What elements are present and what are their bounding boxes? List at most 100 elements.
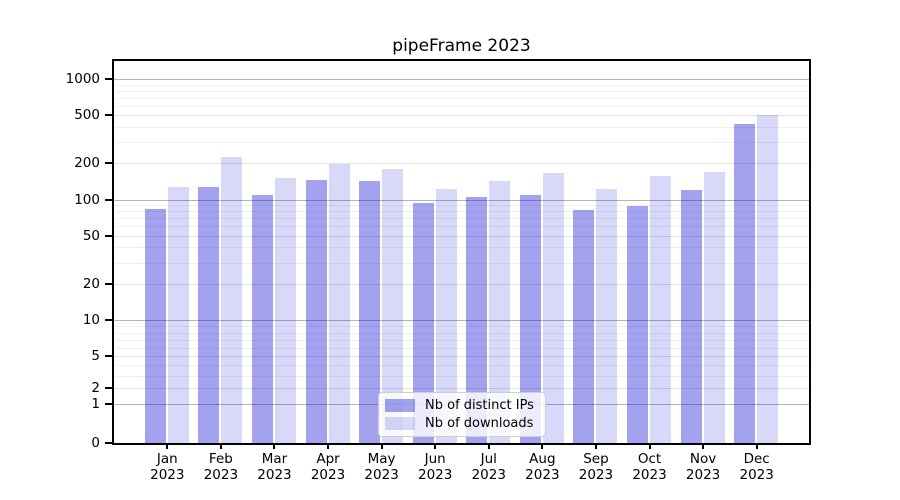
- y-tick-mark: [105, 282, 112, 285]
- x-tick-year: 2023: [471, 467, 506, 483]
- y-tick-label: 200: [74, 155, 100, 172]
- minor-gridline: [114, 375, 809, 377]
- y-tick-mark: [105, 78, 112, 80]
- minor-gridline: [114, 347, 809, 349]
- y-tick-label: 0: [91, 435, 100, 451]
- x-tick-mark: [541, 443, 544, 449]
- y-tick-label: 20: [82, 275, 100, 292]
- minor-gridline: [114, 97, 809, 99]
- x-tick-year: 2023: [310, 467, 346, 483]
- x-tick-label: Apr 2023: [296, 451, 360, 483]
- bar-distinct-ips: [573, 209, 595, 443]
- bar-downloads: [703, 172, 725, 443]
- legend-label-downloads: Nb of downloads: [425, 415, 534, 431]
- minor-gridline: [114, 332, 809, 334]
- x-tick-month: Dec: [743, 451, 770, 467]
- bar-distinct-ips: [519, 195, 541, 443]
- y-tick-label: 1000: [65, 71, 100, 87]
- x-tick-month: Mar: [261, 451, 288, 467]
- gridline: [114, 115, 809, 117]
- y-tick-label: 5: [91, 348, 100, 365]
- x-tick-year: 2023: [150, 467, 185, 483]
- x-tick-mark: [166, 443, 169, 449]
- y-tick-mark: [105, 355, 112, 358]
- gridline: [114, 387, 809, 389]
- bar-downloads: [328, 164, 350, 443]
- x-tick-year: 2023: [632, 467, 667, 483]
- plot-area: [112, 59, 811, 445]
- x-tick-mark: [702, 443, 705, 449]
- x-tick-label: Jan 2023: [135, 451, 199, 483]
- bar-downloads: [489, 180, 511, 443]
- gridline: [114, 356, 809, 358]
- bar-distinct-ips: [680, 190, 702, 443]
- bar-downloads: [221, 157, 243, 443]
- bar-downloads: [274, 178, 296, 443]
- y-tick-mark: [105, 319, 112, 321]
- gridline: [114, 320, 809, 321]
- y-tick-mark: [105, 442, 112, 444]
- x-tick-month: Oct: [637, 451, 662, 467]
- minor-gridline: [114, 326, 809, 328]
- x-tick-month: Aug: [529, 451, 556, 467]
- legend: Nb of distinct IPs Nb of downloads: [378, 392, 546, 437]
- minor-gridline: [114, 247, 809, 249]
- gridline: [114, 283, 809, 285]
- bar-distinct-ips: [305, 180, 327, 443]
- y-tick-mark: [105, 234, 112, 237]
- y-tick-label: 100: [74, 191, 100, 208]
- minor-gridline: [114, 218, 809, 220]
- x-tick-label: Sep 2023: [564, 451, 628, 483]
- x-tick-mark: [380, 443, 383, 449]
- minor-gridline: [114, 226, 809, 228]
- bar-distinct-ips: [144, 209, 166, 443]
- x-tick-year: 2023: [257, 467, 292, 483]
- y-tick-mark: [105, 403, 112, 406]
- minor-gridline: [114, 262, 809, 264]
- x-tick-month: Sep: [583, 451, 609, 467]
- minor-gridline: [114, 84, 809, 86]
- gridline: [114, 79, 809, 80]
- x-tick-mark: [219, 443, 222, 449]
- y-tick-mark: [105, 198, 112, 201]
- minor-gridline: [114, 365, 809, 367]
- x-tick-month: Jan: [156, 451, 178, 467]
- legend-entry-downloads: Nb of downloads: [385, 416, 539, 431]
- x-tick-label: Mar 2023: [242, 451, 306, 483]
- x-tick-mark: [273, 443, 276, 449]
- y-tick-label: 50: [82, 227, 100, 244]
- bar-distinct-ips: [466, 196, 488, 443]
- x-tick-month: May: [367, 451, 396, 467]
- legend-label-distinct-ips: Nb of distinct IPs: [425, 398, 534, 414]
- minor-gridline: [114, 126, 809, 128]
- x-tick-mark: [594, 443, 597, 449]
- bar-distinct-ips: [359, 181, 381, 443]
- bar-distinct-ips: [412, 203, 434, 443]
- y-tick-label: 10: [82, 312, 100, 328]
- x-tick-year: 2023: [203, 467, 239, 483]
- gridline: [114, 199, 809, 201]
- x-tick-label: Oct 2023: [618, 451, 682, 483]
- chart-title: pipeFrame 2023: [392, 36, 531, 56]
- bar-downloads: [382, 168, 404, 443]
- x-tick-label: Jun 2023: [403, 451, 467, 483]
- bar-downloads: [167, 187, 189, 443]
- minor-gridline: [114, 105, 809, 107]
- x-tick-mark: [755, 443, 758, 449]
- minor-gridline: [114, 142, 809, 143]
- bar-downloads: [596, 189, 618, 443]
- bar-downloads: [542, 173, 564, 443]
- legend-entry-distinct-ips: Nb of distinct IPs: [385, 398, 539, 413]
- y-tick-label: 1: [91, 396, 100, 413]
- legend-swatch-distinct-ips: [385, 399, 415, 413]
- bar-distinct-ips: [198, 186, 220, 443]
- bar-downloads: [435, 189, 457, 443]
- y-tick-mark: [105, 162, 112, 165]
- x-tick-mark: [327, 443, 330, 449]
- x-tick-year: 2023: [418, 467, 453, 483]
- x-tick-year: 2023: [364, 467, 399, 483]
- x-tick-mark: [487, 443, 490, 449]
- x-tick-label: Aug 2023: [510, 451, 574, 483]
- bar-distinct-ips: [734, 123, 756, 443]
